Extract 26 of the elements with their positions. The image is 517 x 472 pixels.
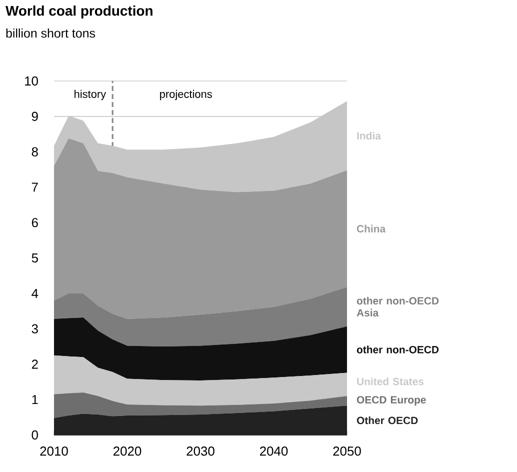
y-tick-label: 6	[32, 218, 38, 228]
series-label: Other OECD	[356, 416, 418, 424]
x-tick-label: 2040	[260, 446, 288, 456]
series-label: China	[356, 224, 386, 232]
y-tick-label: 4	[32, 288, 38, 298]
annotation: history	[74, 90, 106, 100]
y-tick-label: 5	[32, 253, 38, 263]
y-tick-label: 8	[32, 147, 38, 156]
y-tick-label: 0	[32, 430, 38, 440]
chart-title: World coal production	[6, 6, 152, 19]
series-label: OECD Europe	[356, 396, 426, 406]
y-tick-label: 10	[25, 76, 38, 86]
y-tick-label: 7	[32, 182, 38, 192]
y-tick-label: 3	[32, 324, 38, 334]
y-tick-label: 9	[32, 112, 38, 121]
x-tick-label: 2010	[40, 446, 68, 456]
y-tick-label: 1	[32, 395, 38, 404]
series-label: other non-OECD	[356, 346, 439, 354]
y-tick-label: 2	[32, 360, 38, 369]
series-label: other non-OECD Asia	[356, 296, 439, 316]
x-tick-label: 2030	[186, 446, 214, 456]
series-label: India	[357, 132, 381, 140]
chart-subtitle: billion short tons	[6, 28, 96, 38]
x-tick-label: 2020	[114, 446, 142, 456]
x-tick-label: 2050	[333, 446, 361, 456]
annotation: projections	[160, 90, 212, 100]
